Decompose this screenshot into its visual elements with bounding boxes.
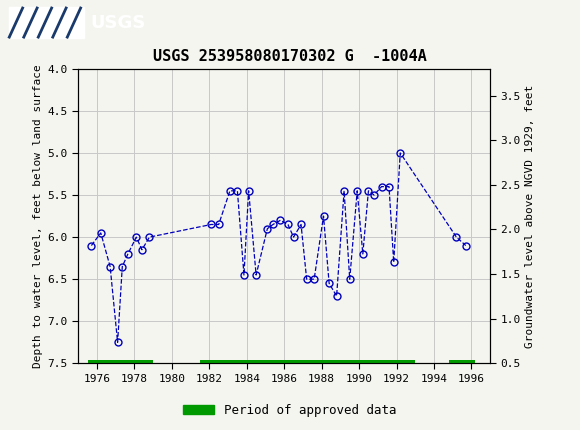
Text: USGS: USGS [90, 14, 145, 31]
Y-axis label: Depth to water level, feet below land surface: Depth to water level, feet below land su… [34, 64, 44, 368]
Bar [88, 360, 153, 366]
Bar [9, 7, 84, 38]
Y-axis label: Groundwater level above NGVD 1929, feet: Groundwater level above NGVD 1929, feet [525, 84, 535, 348]
Bar [200, 360, 415, 366]
Text: USGS 253958080170302 G  -1004A: USGS 253958080170302 G -1004A [153, 49, 427, 64]
Legend: Period of approved data: Period of approved data [178, 399, 402, 421]
Bar [449, 360, 475, 366]
